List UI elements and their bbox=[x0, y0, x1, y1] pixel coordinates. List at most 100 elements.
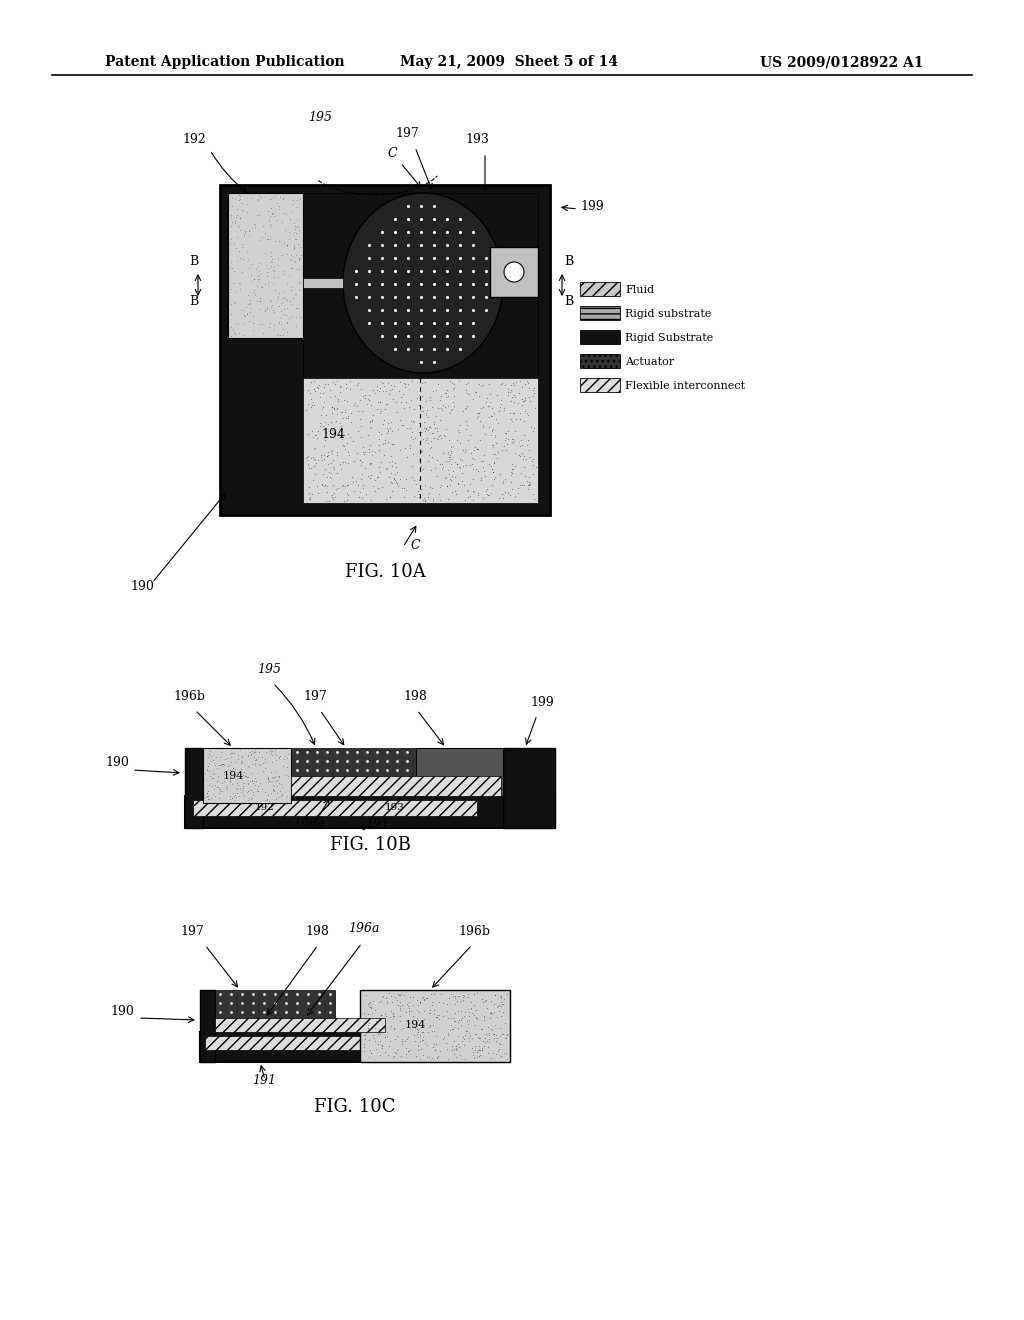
Point bbox=[211, 783, 227, 804]
Point bbox=[318, 446, 335, 467]
Point bbox=[411, 487, 427, 508]
Text: 190: 190 bbox=[105, 756, 129, 770]
Point bbox=[214, 755, 230, 776]
Point bbox=[242, 780, 258, 801]
Point bbox=[356, 384, 373, 405]
Point bbox=[288, 228, 304, 249]
Point bbox=[355, 441, 372, 462]
Point bbox=[360, 438, 377, 459]
Point bbox=[420, 487, 436, 508]
Point bbox=[402, 389, 419, 411]
Point bbox=[289, 259, 305, 280]
Point bbox=[340, 405, 356, 426]
Point bbox=[445, 1018, 462, 1039]
Point bbox=[337, 400, 353, 421]
Point bbox=[416, 989, 432, 1010]
Point bbox=[407, 470, 423, 491]
Point bbox=[430, 397, 446, 418]
Point bbox=[269, 193, 286, 214]
Point bbox=[500, 381, 516, 403]
Point bbox=[228, 205, 245, 226]
Point bbox=[343, 403, 359, 424]
Point bbox=[340, 484, 356, 506]
Point bbox=[338, 378, 354, 399]
Point bbox=[389, 994, 406, 1015]
Point bbox=[454, 471, 470, 492]
Point bbox=[248, 748, 264, 770]
Point bbox=[481, 1002, 498, 1023]
Point bbox=[261, 214, 278, 235]
Point bbox=[287, 236, 303, 257]
Point bbox=[504, 429, 520, 450]
Point bbox=[379, 417, 395, 438]
Point bbox=[488, 1024, 505, 1045]
Text: 195: 195 bbox=[308, 111, 332, 124]
Point bbox=[260, 228, 276, 249]
Point bbox=[479, 478, 496, 499]
Point bbox=[480, 1036, 497, 1057]
Point bbox=[243, 744, 259, 766]
Point bbox=[303, 388, 319, 409]
Point bbox=[244, 741, 260, 762]
Point bbox=[492, 1034, 508, 1055]
Point bbox=[446, 451, 463, 473]
Point bbox=[359, 388, 376, 409]
Point bbox=[309, 428, 326, 449]
Point bbox=[522, 446, 539, 467]
Point bbox=[266, 256, 283, 277]
Point bbox=[259, 789, 275, 810]
Point bbox=[483, 1047, 500, 1068]
Point bbox=[437, 467, 454, 488]
Point bbox=[427, 1026, 443, 1047]
Point bbox=[316, 444, 333, 465]
Point bbox=[467, 436, 483, 457]
Point bbox=[229, 762, 246, 783]
Point bbox=[250, 746, 266, 767]
Point bbox=[414, 1022, 430, 1043]
Point bbox=[267, 186, 284, 207]
Text: Patent Application Publication: Patent Application Publication bbox=[105, 55, 345, 69]
Point bbox=[504, 385, 520, 407]
Point bbox=[484, 434, 501, 455]
Point bbox=[269, 255, 286, 276]
Point bbox=[439, 395, 456, 416]
Point bbox=[231, 189, 248, 210]
Point bbox=[355, 437, 372, 458]
Point bbox=[340, 441, 356, 462]
Point bbox=[255, 215, 271, 236]
Point bbox=[332, 424, 348, 445]
Point bbox=[410, 1008, 426, 1030]
Point bbox=[360, 993, 377, 1014]
Point bbox=[371, 478, 387, 499]
Point bbox=[461, 1002, 477, 1023]
Point bbox=[315, 396, 332, 417]
Point bbox=[229, 772, 246, 793]
Point bbox=[440, 1023, 457, 1044]
Point bbox=[354, 478, 371, 499]
Point bbox=[379, 422, 395, 444]
Point bbox=[486, 985, 503, 1006]
Point bbox=[392, 1006, 409, 1027]
Point bbox=[451, 1008, 467, 1030]
Point bbox=[314, 449, 331, 470]
Point bbox=[484, 458, 501, 479]
Point bbox=[514, 395, 530, 416]
Point bbox=[386, 376, 402, 397]
Point bbox=[485, 1023, 502, 1044]
Ellipse shape bbox=[343, 193, 503, 374]
Point bbox=[412, 991, 428, 1012]
Point bbox=[232, 750, 249, 771]
Point bbox=[316, 449, 333, 470]
Point bbox=[474, 1039, 490, 1060]
Point bbox=[260, 771, 276, 792]
Point bbox=[467, 1015, 483, 1036]
Point bbox=[285, 189, 301, 210]
Point bbox=[382, 379, 398, 400]
Point bbox=[272, 313, 289, 334]
Point bbox=[245, 319, 261, 341]
Point bbox=[376, 445, 392, 466]
Point bbox=[225, 758, 242, 779]
Point bbox=[372, 391, 388, 412]
Point bbox=[521, 466, 538, 487]
Point bbox=[205, 748, 221, 770]
